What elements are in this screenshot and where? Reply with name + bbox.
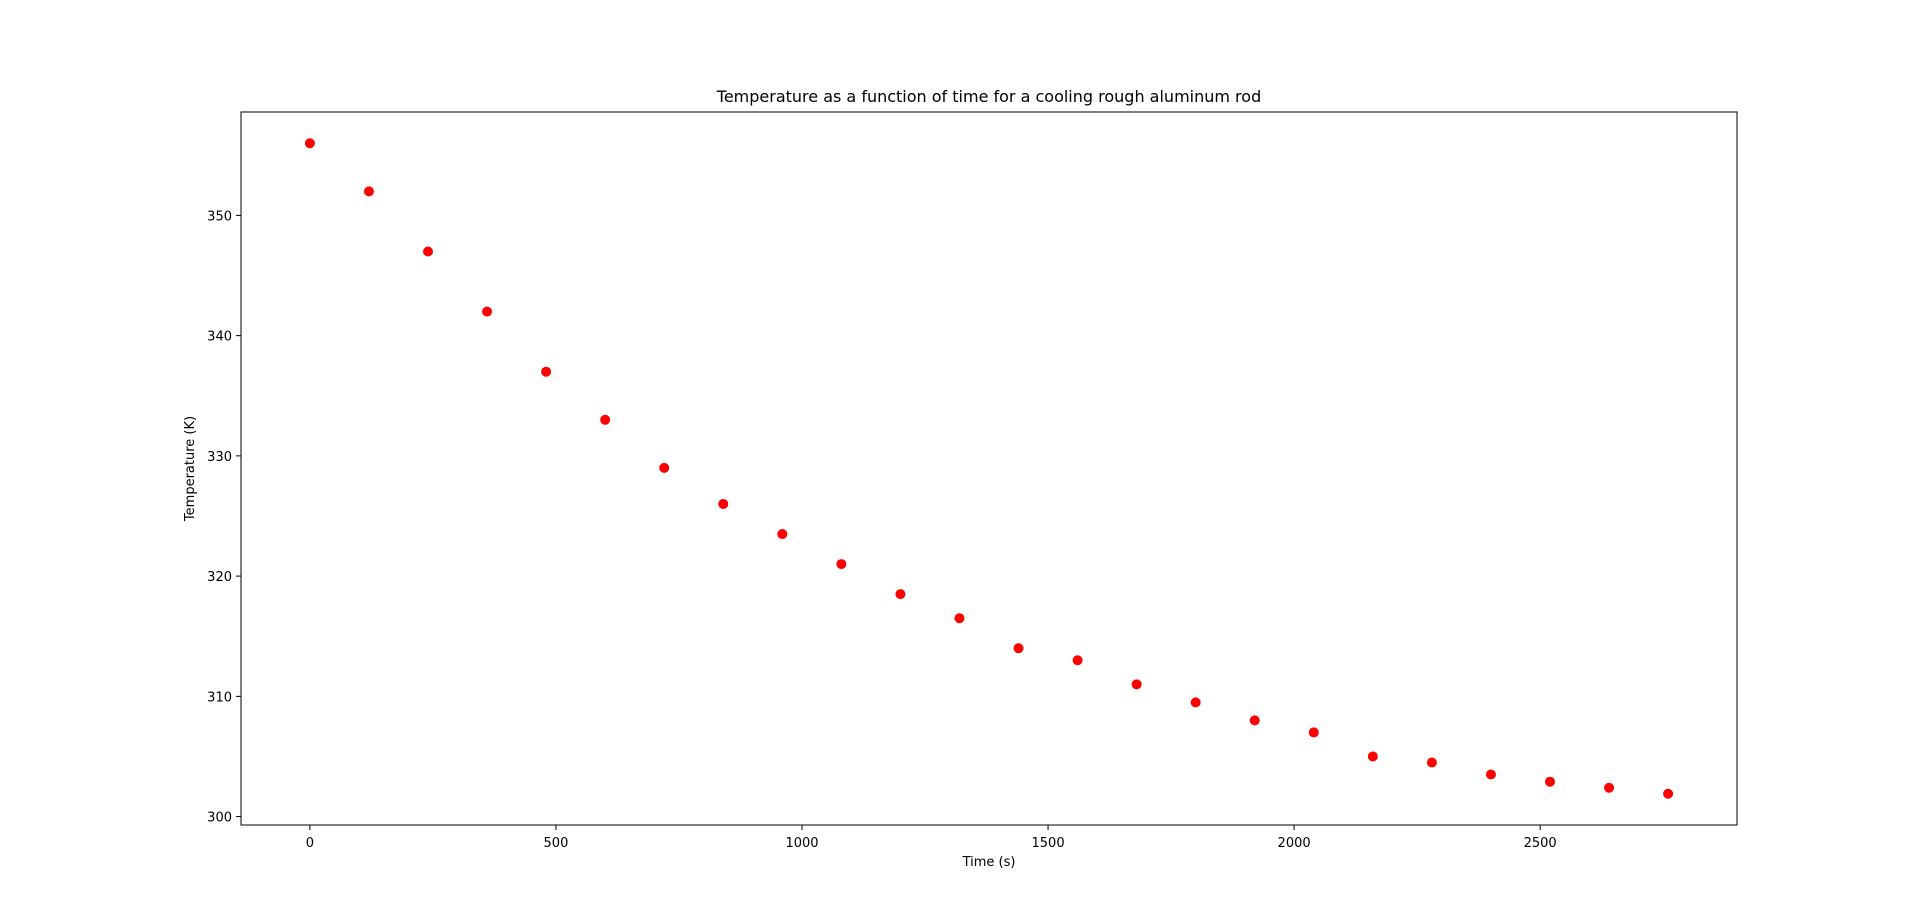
data-point	[1013, 643, 1024, 654]
y-tick-label: 320	[207, 570, 232, 585]
data-point	[1367, 751, 1378, 762]
y-axis-ticks: 300 310 320 330 340 350	[207, 209, 241, 826]
data-point	[363, 186, 374, 197]
data-point	[659, 462, 670, 473]
data-points	[304, 138, 1674, 799]
data-point	[895, 589, 906, 600]
data-point	[600, 414, 611, 425]
data-point	[1308, 727, 1319, 738]
x-tick-label: 2000	[1278, 836, 1311, 851]
data-point	[1249, 715, 1260, 726]
x-tick-label: 500	[544, 836, 569, 851]
y-tick-label: 310	[207, 690, 232, 705]
data-point	[1190, 697, 1201, 708]
y-tick-label: 350	[207, 209, 232, 224]
data-point	[1604, 782, 1615, 793]
x-tick-label: 1000	[785, 836, 818, 851]
x-tick-label: 2500	[1524, 836, 1557, 851]
data-point	[954, 613, 965, 624]
data-point	[304, 138, 315, 149]
x-axis-label: Time (s)	[962, 855, 1016, 870]
data-point	[541, 366, 552, 377]
data-point	[1131, 679, 1142, 690]
y-tick-label: 330	[207, 450, 232, 465]
data-point	[423, 246, 433, 257]
x-tick-label: 1500	[1032, 836, 1065, 851]
y-tick-label: 300	[207, 811, 232, 826]
x-axis-ticks: 0 500 1000 1500 2000 2500	[306, 825, 1557, 851]
data-point	[718, 498, 729, 509]
data-point	[1663, 788, 1674, 799]
data-point	[1426, 757, 1437, 768]
data-point	[1072, 655, 1083, 666]
data-point	[777, 529, 788, 540]
data-point	[1485, 769, 1496, 780]
data-point	[836, 559, 847, 570]
y-axis-label: Temperature (K)	[183, 416, 198, 522]
data-point	[482, 306, 493, 317]
data-point	[1545, 776, 1555, 787]
chart-title: Temperature as a function of time for a …	[716, 87, 1261, 106]
y-tick-label: 340	[207, 330, 232, 345]
plot-area-frame	[240, 111, 1738, 826]
x-tick-label: 0	[306, 836, 314, 851]
